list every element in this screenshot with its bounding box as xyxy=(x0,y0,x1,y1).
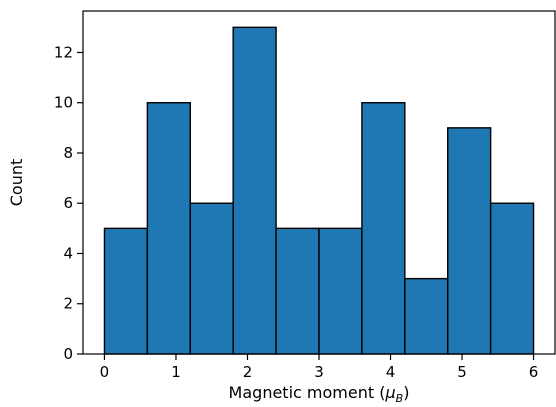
x-tick-label: 1 xyxy=(171,363,181,381)
y-tick-label: 10 xyxy=(54,94,73,112)
x-ticks: 0 1 2 3 4 5 6 xyxy=(100,354,539,381)
histogram-bar-6 xyxy=(361,102,406,355)
histogram-bar-8 xyxy=(447,127,492,355)
x-tick-label: 4 xyxy=(386,363,396,381)
histogram-bar-3 xyxy=(232,26,277,355)
histogram-bar-5 xyxy=(318,227,363,355)
y-tick-label: 2 xyxy=(63,295,73,313)
x-tick-label: 2 xyxy=(243,363,253,381)
x-tick-label: 0 xyxy=(100,363,110,381)
histogram-bar-4 xyxy=(275,227,320,355)
histogram-bar-2 xyxy=(189,202,234,355)
y-tick-label: 6 xyxy=(63,194,73,212)
x-tick-label: 6 xyxy=(529,363,539,381)
y-ticks: 0 2 4 6 8 10 12 xyxy=(54,43,83,363)
y-tick-label: 4 xyxy=(63,244,73,262)
x-axis-label-symbol: μ xyxy=(384,383,395,402)
x-axis-label-suffix: ) xyxy=(403,383,409,402)
histogram-bar-0 xyxy=(103,227,149,355)
x-tick-label: 3 xyxy=(314,363,324,381)
x-axis-label-subscript: B xyxy=(396,392,404,405)
y-tick-label: 0 xyxy=(63,345,73,363)
y-axis-label: Count xyxy=(7,159,26,207)
histogram-bar-1 xyxy=(146,102,191,355)
y-tick-label: 8 xyxy=(63,144,73,162)
x-axis-label-text: Magnetic moment ( xyxy=(229,383,386,402)
histogram-bar-7 xyxy=(404,277,449,355)
y-tick-label: 12 xyxy=(54,43,73,61)
histogram-bar-9 xyxy=(489,202,535,355)
x-tick-label: 5 xyxy=(457,363,467,381)
bars-group xyxy=(103,26,535,355)
x-axis-label: Magnetic moment (μB) xyxy=(229,383,410,405)
